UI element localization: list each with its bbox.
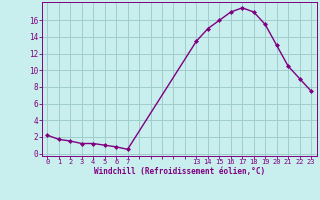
X-axis label: Windchill (Refroidissement éolien,°C): Windchill (Refroidissement éolien,°C) <box>94 167 265 176</box>
